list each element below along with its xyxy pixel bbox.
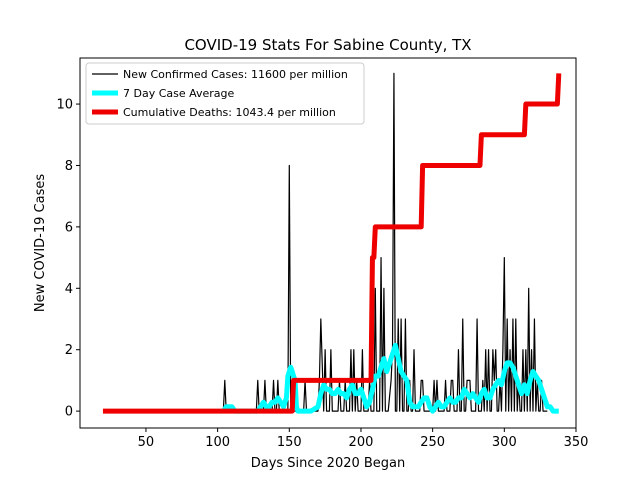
y-axis-label: New COVID-19 Cases — [33, 174, 48, 312]
y-tick-label: 8 — [65, 159, 73, 174]
legend-box — [85, 62, 365, 125]
y-tick-label: 6 — [65, 220, 73, 235]
x-axis-ticks: 50 100 150 200 250 300 350 — [138, 428, 589, 450]
x-tick-label: 150 — [277, 435, 302, 450]
series-line-cumulative-deaths — [102, 73, 562, 414]
y-tick-label: 10 — [56, 98, 73, 113]
y-tick-label: 2 — [65, 343, 73, 358]
x-tick-label: 250 — [420, 435, 445, 450]
x-tick-label: 100 — [205, 435, 230, 450]
axes-frame — [79, 57, 577, 429]
series-line-7-day-average — [221, 342, 559, 414]
x-tick-label: 300 — [492, 435, 517, 450]
legend: New Confirmed Cases: 11600 per million 7… — [85, 62, 365, 125]
x-tick-label: 50 — [138, 435, 155, 450]
y-tick-label: 0 — [65, 405, 73, 420]
x-tick-label: 350 — [564, 435, 589, 450]
x-tick-label: 200 — [349, 435, 374, 450]
legend-label-new-cases: New Confirmed Cases: 11600 per million — [123, 68, 348, 81]
x-axis-label: Days Since 2020 Began — [251, 456, 406, 471]
series-layer — [102, 72, 562, 414]
plot-area — [79, 57, 577, 429]
y-tick-label: 4 — [65, 282, 73, 297]
series-line-new-cases — [222, 72, 548, 412]
y-axis-ticks: 0 2 4 6 8 10 — [56, 98, 80, 420]
legend-label-7-day-average: 7 Day Case Average — [123, 87, 235, 100]
chart-title: COVID-19 Stats For Sabine County, TX — [184, 36, 471, 54]
legend-label-cumulative-deaths: Cumulative Deaths: 1043.4 per million — [123, 106, 336, 119]
